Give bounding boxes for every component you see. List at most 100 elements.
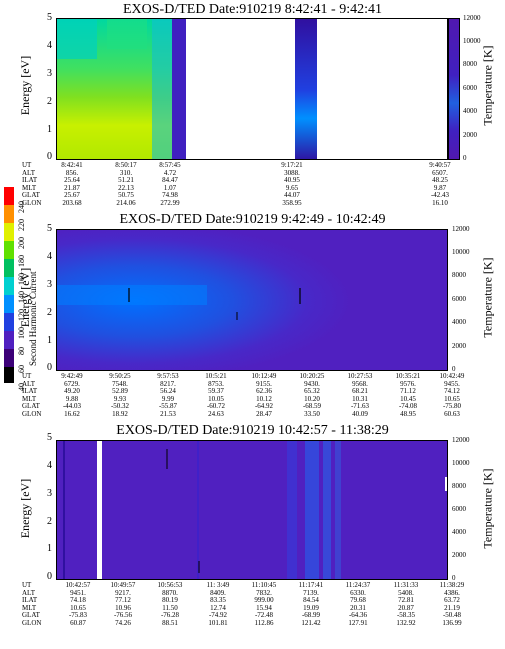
table-cell: 71.12: [400, 387, 416, 396]
table-cell: 999.00: [254, 596, 274, 605]
row-label: MLT: [22, 183, 37, 192]
table-cell: 8:57:45: [159, 161, 181, 169]
table-cell: 10.45: [400, 394, 416, 403]
y-tick: 1: [47, 335, 52, 346]
table-cell: 25.64: [64, 176, 80, 185]
y2-tick: 8000: [463, 60, 477, 68]
y2-tick: 2000: [452, 551, 466, 559]
colorbar-scale: [4, 187, 14, 383]
y2-tick: 8000: [452, 482, 466, 490]
table-cell: 10.65: [444, 394, 460, 403]
table-column: 8:50:17 310. 51.21 22.13 50.75 214.06: [106, 161, 146, 208]
y2-tick: 12000: [463, 14, 481, 22]
table-cell: 84.54: [303, 596, 319, 605]
table-cell: -71.63: [350, 402, 370, 411]
table-cell: -58.35: [396, 611, 416, 620]
table-column: 10:5:21 8753. 59.37 10.05 -60.72 24.63: [196, 372, 236, 419]
table-cell: -44.03: [62, 402, 82, 411]
table-cell: 56.24: [160, 387, 176, 396]
table-cell: 72.81: [398, 596, 414, 605]
y-tick: 3: [47, 68, 52, 79]
table-cell: 33.50: [304, 409, 320, 418]
table-cell: 10.05: [208, 394, 224, 403]
table-cell: 6729.: [64, 379, 80, 388]
table-cell: 8870.: [162, 588, 178, 597]
table-column: 10:56:53 8870. 80.19 11.50 -76.28 88.51: [150, 581, 190, 628]
table-column: 8:42:41 856. 25.64 21.87 25.67 203.68: [52, 161, 92, 208]
table-cell: -76.28: [160, 611, 180, 620]
table-cell: 6330.: [350, 588, 366, 597]
table-cell: 9576.: [400, 379, 416, 388]
table-cell: 16.10: [432, 198, 448, 207]
table-cell: 5408.: [398, 588, 414, 597]
y-tick: 2: [47, 96, 52, 107]
table-cell: -72.48: [254, 611, 274, 620]
table-cell: 59.37: [208, 387, 224, 396]
y2-tick: 10000: [452, 248, 470, 256]
table-cell: 18.92: [112, 409, 128, 418]
y2-tick: 6000: [463, 84, 477, 92]
table-column: 9:57:53 8217. 56.24 9.99 -55.87 21.53: [148, 372, 188, 419]
row-labels: UT ALT ILAT MLT GLAT GLON: [22, 161, 62, 208]
row-labels: UT ALT ILAT MLT GLAT GLON: [22, 372, 62, 419]
y-axis-label: Energy [eV]: [18, 55, 33, 116]
table-cell: 40.95: [284, 176, 300, 185]
temperature-bar: [448, 18, 460, 160]
table-cell: 62.36: [256, 387, 272, 396]
chart-title: EXOS-D/TED Date:910219 8:42:41 - 9:42:41: [123, 2, 382, 17]
table-column: 11:31:33 5408. 72.81 20.87 -58.35 132.92: [386, 581, 426, 628]
table-cell: -74.92: [208, 611, 228, 620]
table-cell: 44.07: [284, 191, 300, 200]
table-cell: 11:31:33: [393, 581, 419, 589]
orbit-table: UT ALT ILAT MLT GLAT GLON 9:42:49 6729. …: [22, 372, 482, 421]
y-axis-label: Energy [eV]: [18, 267, 33, 328]
table-cell: 8217.: [160, 379, 176, 388]
table-cell: 80.19: [162, 596, 178, 605]
y2-axis-label: Temperature [K]: [480, 257, 495, 338]
table-cell: 20.87: [398, 603, 414, 612]
table-cell: 9155.: [256, 379, 272, 388]
table-cell: 8:42:41: [61, 161, 83, 169]
table-column: 10:20:25 9430. 65.32 10.20 -68.59 33.50: [292, 372, 332, 419]
table-cell: 9568.: [352, 379, 368, 388]
table-cell: 21.87: [64, 183, 80, 192]
table-cell: 10:49:57: [110, 581, 136, 589]
table-cell: 9217.: [115, 588, 131, 597]
colorbar-tick: 100: [17, 327, 26, 339]
table-cell: 214.06: [116, 198, 136, 207]
table-cell: 51.21: [118, 176, 134, 185]
y2-tick: 2000: [463, 131, 477, 139]
row-label: ALT: [22, 588, 35, 597]
row-label: ILAT: [22, 176, 38, 185]
table-cell: 203.68: [62, 198, 82, 207]
table-cell: -64.92: [254, 402, 274, 411]
table-cell: 20.31: [350, 603, 366, 612]
table-cell: 9.87: [433, 183, 447, 192]
table-cell: -60.72: [206, 402, 226, 411]
colorbar-tick: 80: [17, 347, 26, 355]
table-column: 8:57:45 4.72 84.47 1.07 74.98 272.99: [150, 161, 190, 208]
table-column: 10:27:53 9568. 68.21 10.31 -71.63 40.09: [340, 372, 380, 419]
y2-tick: 10000: [463, 37, 481, 45]
heatmap-plot: [56, 440, 448, 580]
table-cell: 9:40:57: [429, 161, 451, 169]
table-column: 11: 3:49 8409. 83.35 12.74 -74.92 101.81: [198, 581, 238, 628]
row-label: MLT: [22, 394, 37, 403]
table-cell: 84.47: [162, 176, 178, 185]
table-cell: 8409.: [210, 588, 226, 597]
y-tick: 0: [47, 362, 52, 373]
y-tick: 1: [47, 124, 52, 135]
row-label: ILAT: [22, 387, 38, 396]
table-cell: 132.92: [396, 618, 416, 627]
table-cell: 10.96: [115, 603, 131, 612]
table-cell: 88.51: [162, 618, 178, 627]
table-cell: 10:27:53: [347, 372, 373, 380]
heatmap-svg: [57, 19, 447, 159]
y-tick: 2: [47, 516, 52, 527]
y2-tick: 12000: [452, 436, 470, 444]
table-cell: 74.26: [115, 618, 131, 627]
table-cell: 9430.: [304, 379, 320, 388]
table-cell: 10.12: [256, 394, 272, 403]
row-label: GLAT: [22, 402, 40, 411]
table-cell: 136.99: [442, 618, 462, 627]
